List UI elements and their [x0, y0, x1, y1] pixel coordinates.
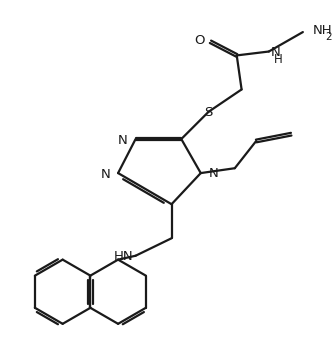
Text: O: O	[194, 34, 205, 47]
Text: 2: 2	[325, 32, 331, 42]
Text: NH: NH	[312, 24, 332, 37]
Text: HN: HN	[114, 250, 134, 263]
Text: N: N	[118, 133, 128, 146]
Text: H: H	[274, 53, 283, 66]
Text: S: S	[204, 106, 213, 119]
Text: N: N	[100, 168, 110, 181]
Text: N: N	[209, 166, 218, 180]
Text: N: N	[271, 46, 281, 59]
